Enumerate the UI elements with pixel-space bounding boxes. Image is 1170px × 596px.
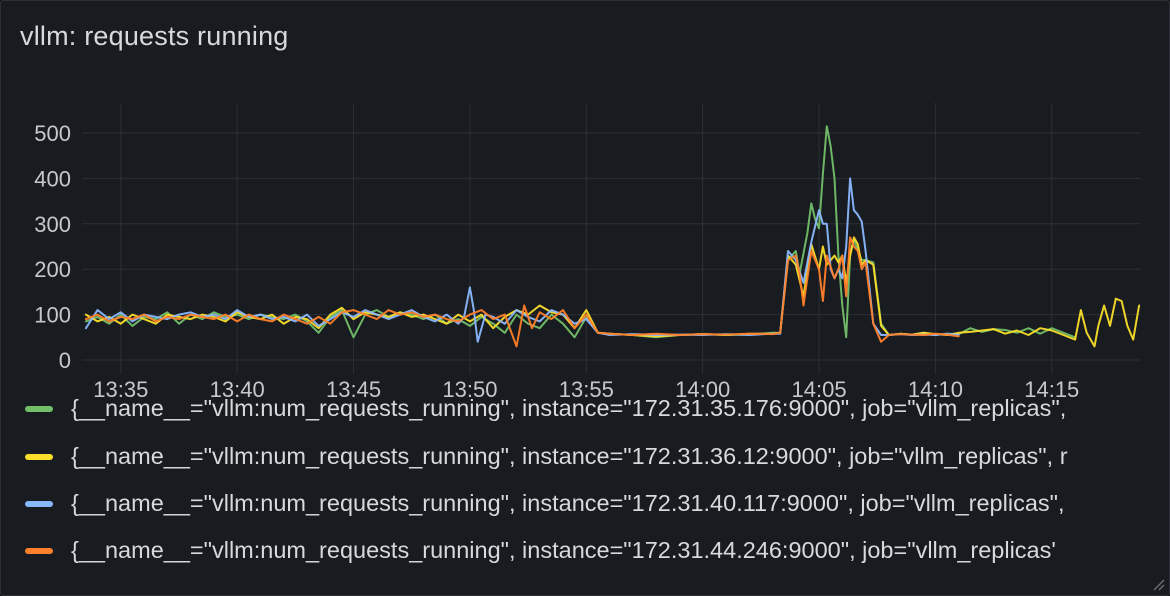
x-tick-label: 14:10	[908, 377, 963, 401]
legend: {__name__="vllm:num_requests_running", i…	[1, 395, 1161, 585]
x-tick-label: 13:50	[442, 377, 497, 401]
legend-label: {__name__="vllm:num_requests_running", i…	[71, 443, 1068, 469]
x-tick-label: 14:15	[1024, 377, 1079, 401]
legend-label: {__name__="vllm:num_requests_running", i…	[71, 490, 1065, 516]
y-tick-label: 400	[34, 166, 71, 191]
x-tick-label: 14:00	[675, 377, 730, 401]
x-tick-label: 13:55	[559, 377, 614, 401]
series-line-1[interactable]	[84, 125, 1077, 339]
y-tick-label: 500	[34, 121, 71, 146]
legend-swatch	[25, 454, 53, 460]
x-tick-label: 13:45	[326, 377, 381, 401]
y-tick-label: 0	[59, 348, 71, 373]
y-tick-label: 300	[34, 212, 71, 237]
legend-label: {__name__="vllm:num_requests_running", i…	[71, 537, 1056, 563]
series-line-2[interactable]	[84, 236, 1141, 348]
x-tick-label: 13:40	[210, 377, 265, 401]
x-tick-label: 13:35	[93, 377, 148, 401]
line-chart: 0 100 200 300 400 500 13:35 13:40 13:45 13:50 13:…	[34, 103, 1141, 401]
series-line-4[interactable]	[84, 236, 960, 348]
legend-swatch	[25, 501, 53, 507]
y-tick-label: 200	[34, 257, 71, 282]
legend-label: {__name__="vllm:num_requests_running", i…	[71, 395, 1067, 421]
legend-swatch	[25, 548, 53, 554]
resize-handle-icon[interactable]	[1149, 575, 1165, 591]
panel-title[interactable]: vllm: requests running	[20, 21, 289, 51]
y-tick-label: 100	[34, 303, 71, 328]
x-tick-label: 14:05	[792, 377, 847, 401]
legend-swatch	[25, 406, 53, 412]
